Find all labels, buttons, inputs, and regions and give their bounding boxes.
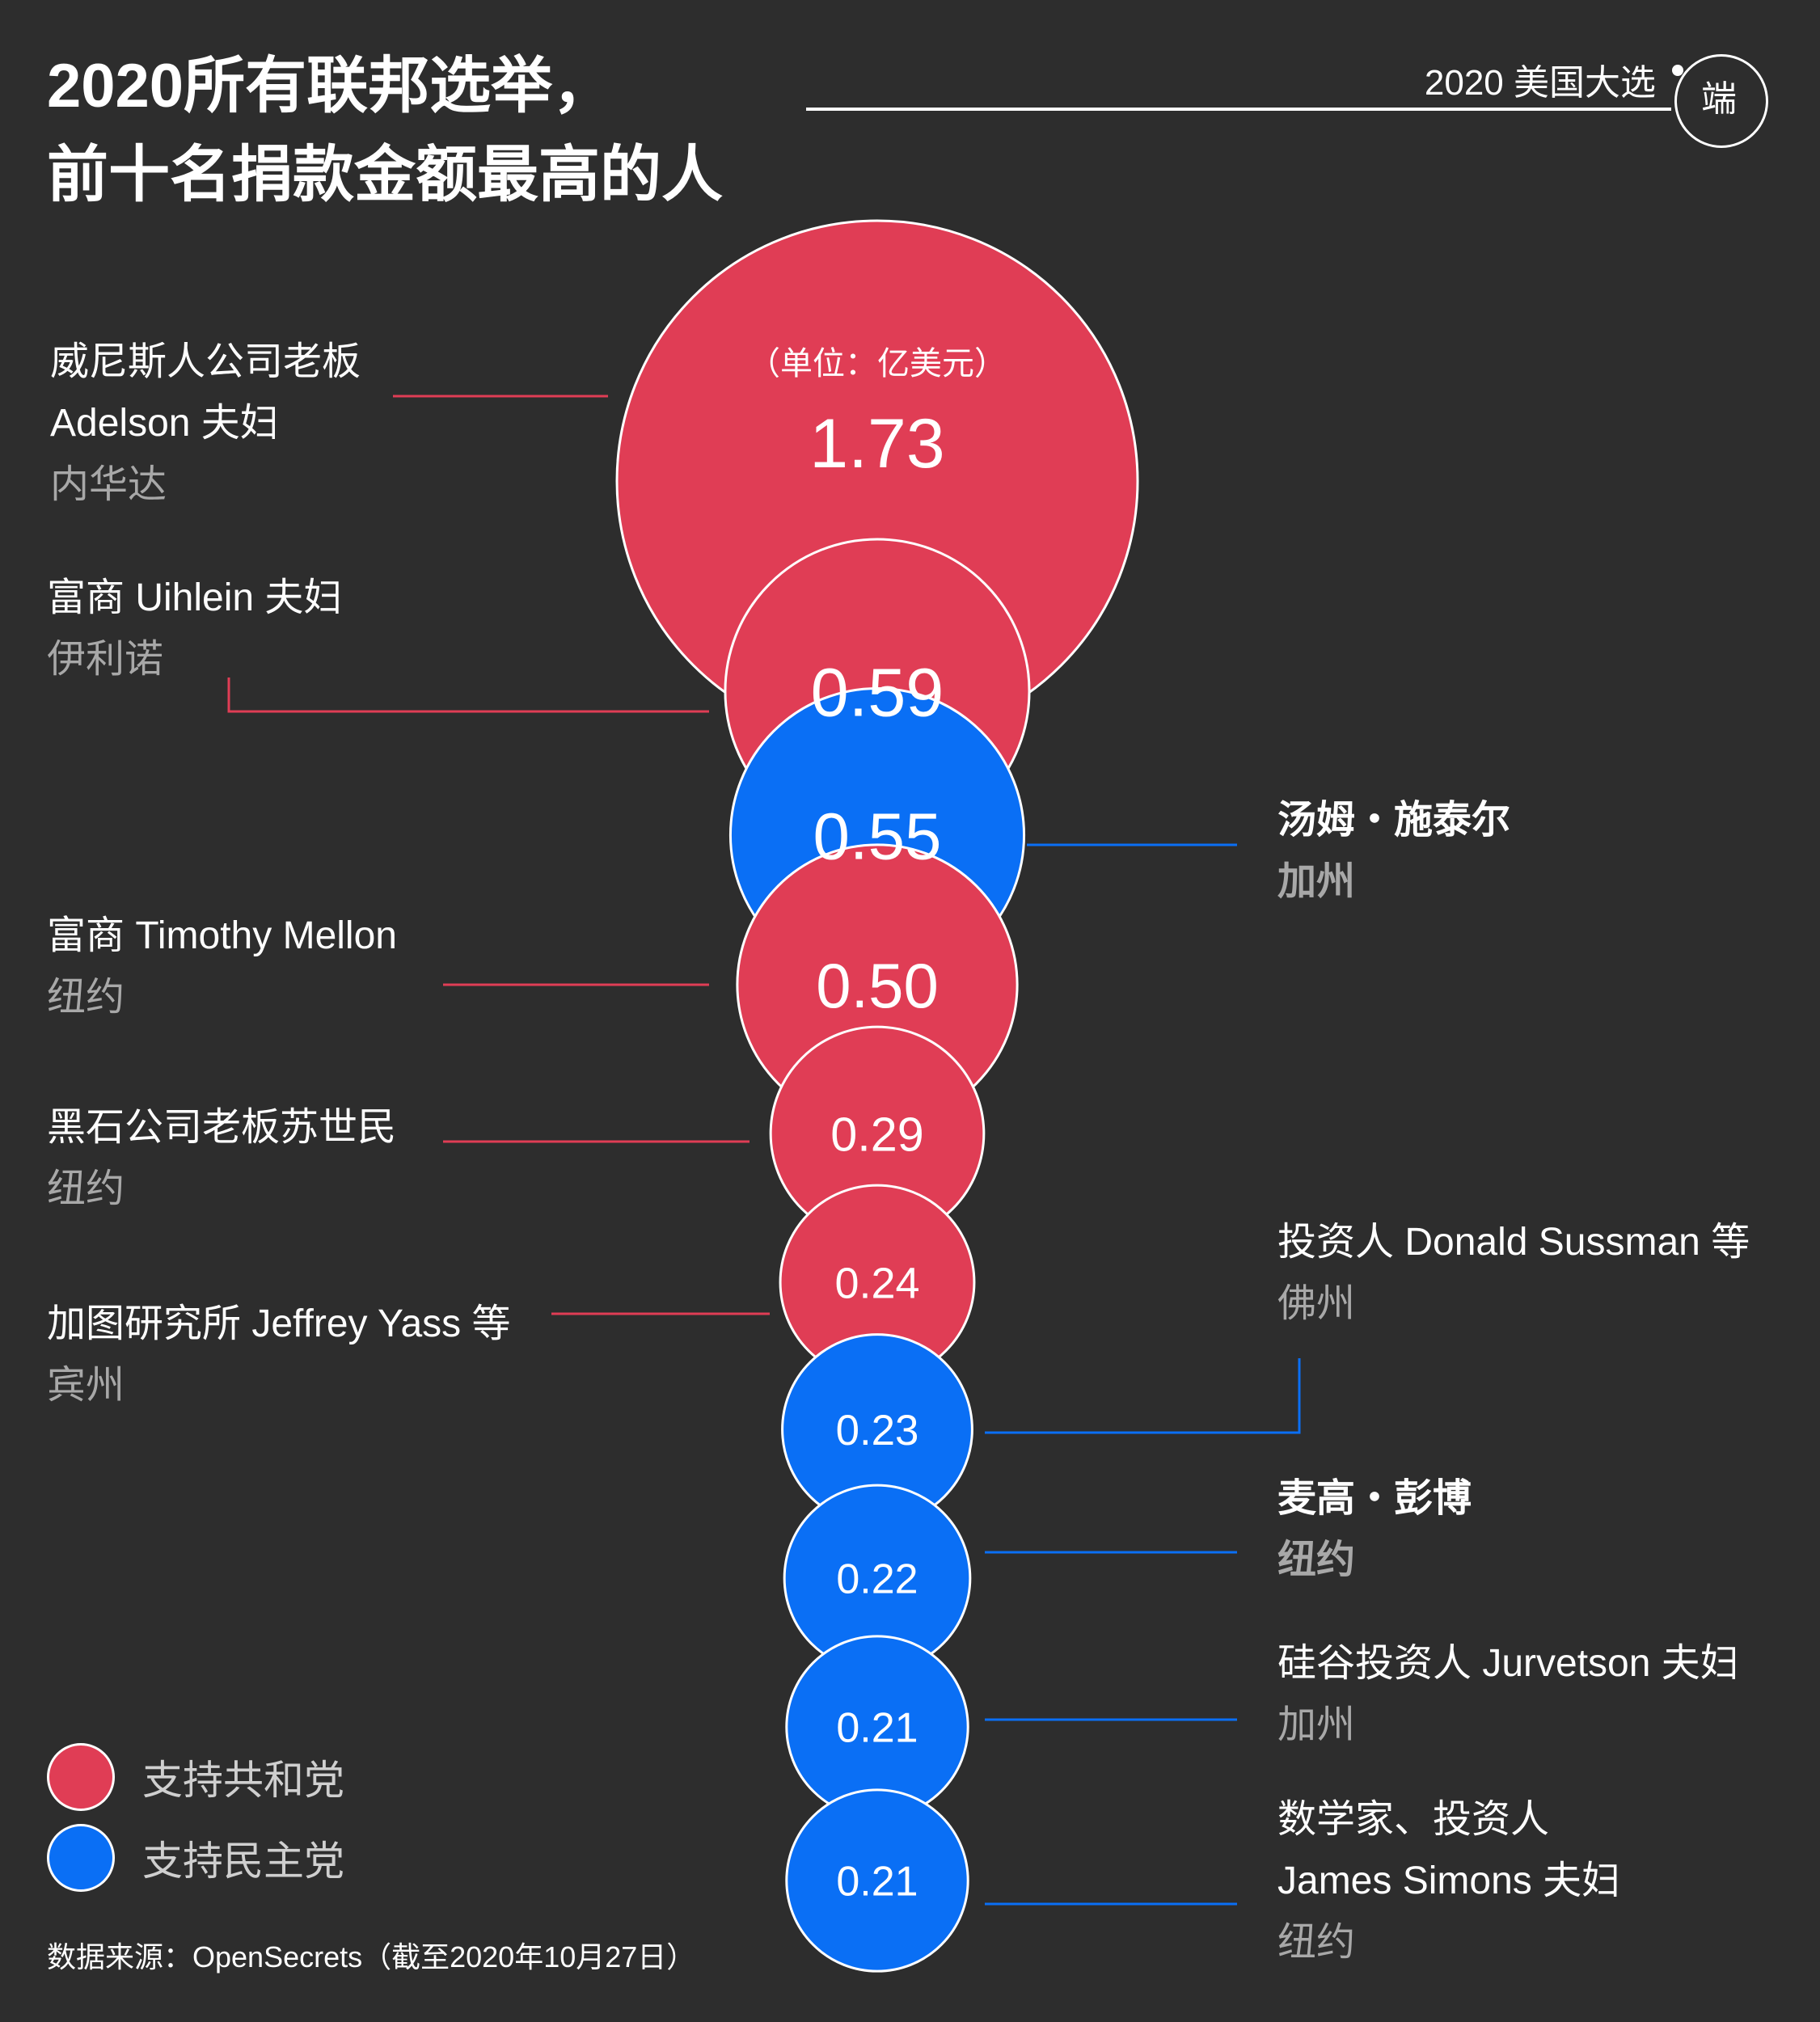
donor-name: James Simons 夫妇 xyxy=(1277,1859,1621,1902)
donor-label-7: 投资人 Donald Sussman 等 佛州 xyxy=(1277,1212,1750,1335)
donor-state: 加州 xyxy=(1277,1703,1356,1746)
donor-name: 黑石公司老板苏世民 xyxy=(47,1106,397,1149)
value-label-1: 1.73 xyxy=(809,405,944,483)
donor-name: 麦高・彭博 xyxy=(1277,1477,1472,1520)
header-divider xyxy=(806,108,1671,111)
donor-name: 数学家、投资人 xyxy=(1277,1798,1550,1841)
chart-title: 2020所有联邦选举， 前十名捐款金额最高的人 xyxy=(47,42,723,220)
connector-line-2 xyxy=(227,678,709,713)
donor-name: 投资人 Donald Sussman 等 xyxy=(1277,1221,1750,1264)
donor-state: 内华达 xyxy=(50,463,167,506)
legend-item-democrat: 支持民主党 xyxy=(47,1823,344,1893)
value-label-3: 0.55 xyxy=(813,800,942,873)
donor-state: 伊利诺 xyxy=(47,638,164,681)
bubble-10 xyxy=(785,1788,969,1973)
legend-swatch-republican xyxy=(47,1743,115,1811)
value-label-9: 0.21 xyxy=(836,1705,918,1752)
donor-label-10: 数学家、投资人 James Simons 夫妇 纽约 xyxy=(1277,1789,1620,1973)
donor-label-1: 威尼斯人公司老板 Adelson 夫妇 内华达 xyxy=(50,331,361,516)
series-tag: 2020 美国大选 xyxy=(1424,63,1656,103)
donor-state: 纽约 xyxy=(47,1167,125,1210)
value-label-6: 0.24 xyxy=(834,1259,919,1307)
donor-label-4: 富商 Timothy Mellon 纽约 xyxy=(47,905,397,1028)
legend-swatch-democrat xyxy=(47,1824,115,1892)
donor-state: 佛州 xyxy=(1277,1282,1356,1325)
donor-state: 加州 xyxy=(1277,860,1356,903)
value-label-4: 0.50 xyxy=(816,950,939,1021)
logo-text: 端 xyxy=(1701,79,1737,119)
donor-name: 硅谷投资人 Jurvetson 夫妇 xyxy=(1277,1642,1739,1685)
brand-logo: 端 xyxy=(1672,54,1768,148)
legend-label: 支持民主党 xyxy=(142,1838,344,1884)
donor-label-5: 黑石公司老板苏世民 纽约 xyxy=(47,1097,396,1220)
title-line-2: 前十名捐款金额最高的人 xyxy=(47,141,723,209)
donor-label-2: 富商 Uihlein 夫妇 伊利诺 xyxy=(47,568,342,690)
donor-name: 汤姆・施泰尔 xyxy=(1277,799,1511,842)
connector-line-7 xyxy=(985,1358,1301,1434)
unit-note: （单位：亿美元） xyxy=(748,346,1007,382)
donor-name: 加图研究所 Jeffrey Yass 等 xyxy=(47,1302,511,1345)
value-label-7: 0.23 xyxy=(836,1407,919,1454)
donor-label-3: 汤姆・施泰尔 加州 xyxy=(1277,790,1510,913)
donor-label-6: 加图研究所 Jeffrey Yass 等 宾州 xyxy=(47,1294,510,1416)
donor-name: 富商 Uihlein 夫妇 xyxy=(47,576,343,619)
value-label-5: 0.29 xyxy=(830,1107,923,1161)
title-line-1: 2020所有联邦选举， xyxy=(47,52,614,120)
donor-label-9: 硅谷投资人 Jurvetson 夫妇 加州 xyxy=(1277,1633,1739,1756)
donor-name: 富商 Timothy Mellon xyxy=(47,914,397,957)
value-label-8: 0.22 xyxy=(836,1556,918,1603)
donor-state: 纽约 xyxy=(1277,1921,1356,1964)
donor-name: 威尼斯人公司老板 xyxy=(50,340,361,383)
legend-label: 支持共和党 xyxy=(142,1758,344,1803)
value-label-2: 0.59 xyxy=(811,653,944,730)
legend-item-republican: 支持共和党 xyxy=(47,1742,344,1812)
donor-label-8: 麦高・彭博 纽约 xyxy=(1277,1468,1472,1591)
source-note: 数据来源：OpenSecrets（截至2020年10月27日） xyxy=(47,1940,696,1973)
value-label-10: 0.21 xyxy=(836,1859,918,1906)
donor-name: Adelson 夫妇 xyxy=(50,402,279,445)
donor-state: 纽约 xyxy=(1277,1539,1356,1581)
donor-state: 纽约 xyxy=(47,976,125,1019)
logo-dot xyxy=(1672,65,1683,76)
donor-state: 宾州 xyxy=(47,1364,125,1407)
